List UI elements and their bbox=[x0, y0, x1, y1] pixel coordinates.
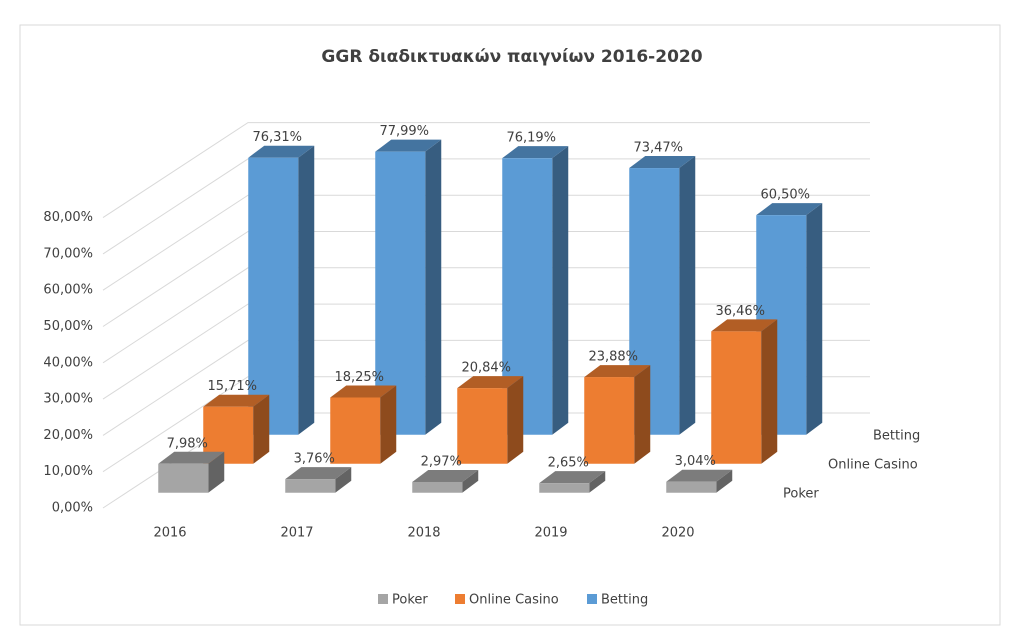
y-tick-label: 10,00% bbox=[43, 464, 93, 479]
bar-top bbox=[375, 139, 442, 152]
bar-top bbox=[158, 451, 225, 464]
bar bbox=[584, 377, 635, 464]
value-label: 77,99% bbox=[379, 124, 429, 139]
value-label: 36,46% bbox=[715, 304, 765, 319]
bar-top bbox=[285, 467, 352, 480]
bar-top bbox=[248, 145, 315, 158]
depth-label: Betting bbox=[873, 429, 920, 444]
y-tick-label: 80,00% bbox=[43, 210, 93, 225]
y-tick-label: 70,00% bbox=[43, 246, 93, 261]
bar-top bbox=[539, 471, 606, 484]
legend-swatch bbox=[378, 594, 388, 604]
value-label: 76,31% bbox=[252, 130, 302, 145]
bar bbox=[330, 397, 381, 464]
bar-side bbox=[634, 365, 651, 464]
bar bbox=[457, 388, 508, 464]
bar-side bbox=[208, 451, 225, 493]
value-label: 7,98% bbox=[167, 436, 208, 451]
x-tick-label: 2018 bbox=[407, 526, 440, 541]
value-label: 23,88% bbox=[588, 350, 638, 365]
bar-top bbox=[629, 156, 696, 169]
bar bbox=[666, 481, 717, 493]
chart-title: GGR διαδικτυακών παιγνίων 2016-2020 bbox=[321, 47, 702, 67]
value-label: 18,25% bbox=[334, 370, 384, 385]
bar-side bbox=[761, 319, 778, 464]
legend-swatch bbox=[587, 594, 597, 604]
depth-label: Poker bbox=[783, 487, 819, 502]
bar-side bbox=[253, 394, 270, 464]
bar bbox=[285, 479, 336, 493]
value-label: 2,97% bbox=[421, 454, 462, 469]
y-tick-label: 60,00% bbox=[43, 283, 93, 298]
bar-top bbox=[203, 394, 270, 407]
bar-side bbox=[298, 145, 315, 435]
x-tick-label: 2019 bbox=[534, 526, 567, 541]
bar-side bbox=[380, 385, 397, 464]
y-tick-label: 20,00% bbox=[43, 428, 93, 443]
x-tick-label: 2016 bbox=[153, 526, 186, 541]
value-label: 60,50% bbox=[760, 188, 810, 203]
bar-top bbox=[711, 319, 778, 332]
x-tick-label: 2020 bbox=[661, 526, 694, 541]
bar bbox=[248, 157, 299, 435]
value-label: 20,84% bbox=[461, 361, 511, 376]
y-tick-label: 50,00% bbox=[43, 319, 93, 334]
bar-side bbox=[716, 469, 733, 493]
bar-top bbox=[756, 203, 823, 216]
depth-label: Online Casino bbox=[828, 458, 918, 473]
value-label: 76,19% bbox=[506, 131, 556, 146]
value-label: 73,47% bbox=[633, 141, 683, 156]
y-tick-label: 30,00% bbox=[43, 392, 93, 407]
bar-side bbox=[462, 469, 479, 493]
bar-side bbox=[679, 156, 696, 435]
bar-side bbox=[589, 471, 606, 493]
bar-top bbox=[584, 365, 651, 378]
y-tick-label: 0,00% bbox=[52, 501, 93, 516]
legend-swatch bbox=[455, 594, 465, 604]
bar-side bbox=[425, 139, 442, 435]
bar bbox=[158, 463, 209, 493]
bar-side bbox=[552, 146, 569, 435]
bar bbox=[412, 481, 463, 493]
value-label: 15,71% bbox=[207, 379, 257, 394]
bar-top bbox=[457, 376, 524, 389]
bar bbox=[711, 331, 762, 464]
bar-side bbox=[507, 376, 524, 464]
bar-side bbox=[335, 467, 352, 493]
legend-label: Poker bbox=[392, 593, 428, 608]
bar-top bbox=[502, 146, 569, 159]
value-label: 3,76% bbox=[294, 452, 335, 467]
bar-top bbox=[666, 469, 733, 482]
legend-label: Online Casino bbox=[469, 593, 559, 608]
x-tick-label: 2017 bbox=[280, 526, 313, 541]
legend-label: Betting bbox=[601, 593, 648, 608]
y-tick-label: 40,00% bbox=[43, 355, 93, 370]
bar-side bbox=[806, 203, 823, 435]
bar-top bbox=[330, 385, 397, 398]
bar bbox=[539, 483, 590, 493]
grid-line bbox=[102, 122, 870, 219]
bar-top bbox=[412, 469, 479, 482]
value-label: 2,65% bbox=[548, 456, 589, 471]
value-label: 3,04% bbox=[675, 454, 716, 469]
